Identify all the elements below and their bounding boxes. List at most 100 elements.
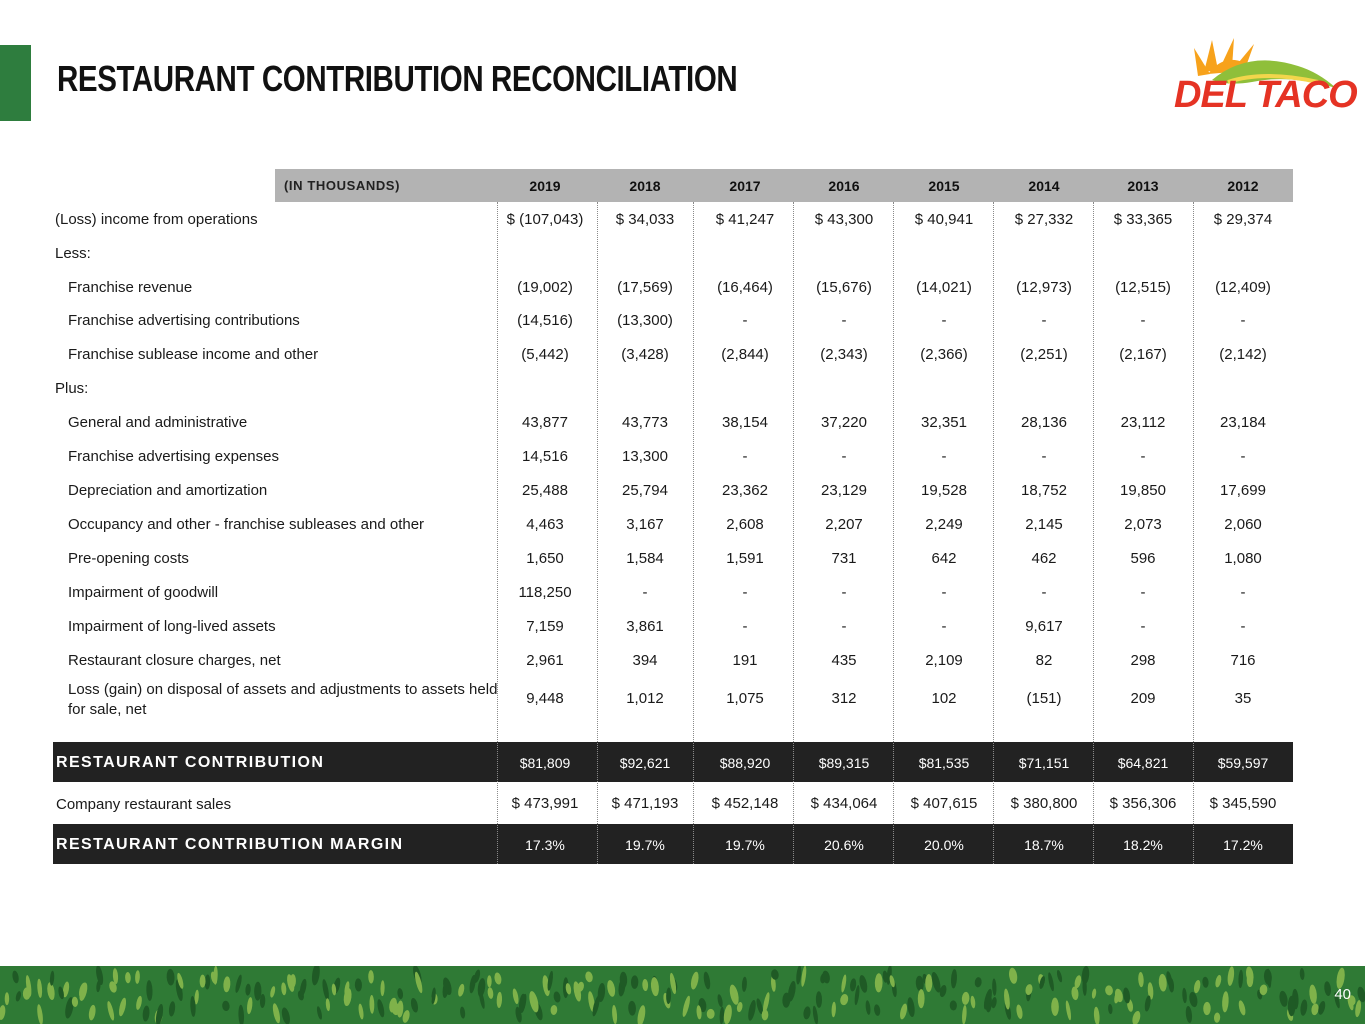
footer-leaf — [874, 1004, 881, 1016]
footer-leaf — [592, 995, 600, 1017]
footer-leaf — [402, 1010, 410, 1023]
column-header-year: 2018 — [629, 178, 661, 194]
footer-leaf — [1114, 990, 1120, 1004]
footer-leaf — [1051, 997, 1059, 1016]
table-cell: 9,617 — [1025, 618, 1063, 635]
table-cell: 35 — [1234, 690, 1252, 707]
footer-leaf — [389, 997, 397, 1013]
contribution-margin-cell: 17.2% — [1223, 837, 1263, 853]
footer-leaf — [859, 975, 868, 993]
footer-leaf — [397, 988, 404, 1000]
contribution-margin-cell: 20.0% — [924, 837, 964, 853]
row-label: Franchise advertising expenses — [68, 448, 279, 465]
company-sales-cell: $ 434,064 — [810, 795, 878, 812]
footer-leaf — [1105, 985, 1113, 996]
table-cell: (14,021) — [916, 279, 972, 296]
table-cell: 312 — [831, 690, 857, 707]
footer-leaf — [458, 983, 465, 997]
restaurant-contribution-cell: $71,151 — [1018, 755, 1070, 771]
footer-leaf — [612, 1005, 618, 1024]
footer-leaf — [1246, 973, 1254, 988]
footer-leaf — [1213, 1012, 1221, 1023]
footer-leaf — [37, 1004, 43, 1024]
footer-leaf — [637, 1005, 646, 1024]
footer-leaf — [771, 975, 776, 992]
row-label: Impairment of goodwill — [68, 584, 219, 601]
row-label: Pre-opening costs — [68, 550, 189, 567]
footer-leaf — [235, 974, 242, 993]
footer-leaf — [518, 993, 526, 1013]
footer-leaf — [96, 966, 104, 986]
footer-leaf — [815, 991, 823, 1008]
footer-leaf — [177, 972, 184, 989]
row-label: Restaurant closure charges, net — [68, 652, 281, 669]
footer-leaf — [368, 970, 374, 984]
footer-leaf — [1238, 1000, 1246, 1016]
restaurant-contribution-cell: $81,535 — [918, 755, 970, 771]
table-cell: - — [1140, 448, 1146, 465]
footer-leaf — [1193, 979, 1201, 994]
table-cell: $ 27,332 — [1014, 211, 1074, 228]
table-cell: 1,075 — [726, 690, 764, 707]
table-cell: (151) — [1026, 690, 1062, 707]
footer-leaf — [487, 975, 492, 988]
footer-leaf — [925, 974, 933, 993]
footer-leaf — [272, 1003, 281, 1024]
footer-leaf — [547, 970, 553, 991]
footer-leaf — [1004, 988, 1010, 1010]
footer-leaf — [210, 971, 218, 985]
footer-leaf — [831, 1001, 836, 1018]
table-cell: 4,463 — [526, 516, 564, 533]
contribution-margin-cell: 17.3% — [525, 837, 565, 853]
footer-leaf — [125, 972, 131, 984]
footer-leaf — [238, 1004, 245, 1024]
footer-leaf — [850, 978, 857, 992]
column-header-year: 2012 — [1227, 178, 1259, 194]
footer-leaf — [1009, 967, 1018, 984]
footer-leaf — [619, 971, 628, 988]
footer-leaf — [854, 985, 860, 1006]
footer-leaf-pattern — [0, 966, 1365, 1024]
table-cell: - — [841, 448, 847, 465]
footer-leaf — [380, 980, 385, 997]
table-cell: - — [941, 312, 947, 329]
footer-leaf — [907, 997, 915, 1018]
footer-leaf — [270, 986, 276, 998]
table-cell: (2,343) — [820, 346, 868, 363]
footer-leaf — [0, 1005, 6, 1020]
footer-leaf — [1263, 969, 1272, 985]
footer-leaf — [1203, 1001, 1211, 1016]
table-cell: (14,516) — [517, 312, 573, 329]
table-cell: 394 — [632, 652, 658, 669]
footer-leaf — [65, 997, 74, 1019]
footer-leaf — [529, 991, 539, 1013]
table-cell: 191 — [732, 652, 758, 669]
footer-leaf — [1039, 975, 1046, 989]
table-cell: (19,002) — [517, 279, 573, 296]
table-cell: 716 — [1230, 652, 1256, 669]
footer-leaf — [142, 1005, 150, 1022]
footer-leaf — [78, 982, 87, 998]
column-header-year: 2013 — [1127, 178, 1159, 194]
footer-leaf — [62, 981, 70, 998]
footer-leaf — [1222, 991, 1229, 1013]
table-cell: - — [841, 584, 847, 601]
table-cell: 2,073 — [1124, 516, 1162, 533]
column-header-year: 2015 — [928, 178, 960, 194]
footer-leaf — [487, 987, 494, 999]
footer-leaf — [796, 966, 802, 985]
table-cell: (3,428) — [621, 346, 669, 363]
table-cell: 298 — [1130, 652, 1156, 669]
restaurant-contribution-cell: $88,920 — [719, 755, 771, 771]
table-cell: $ 41,247 — [715, 211, 775, 228]
footer-leaf — [166, 968, 175, 986]
footer-leaf — [325, 998, 331, 1012]
company-sales-label: Company restaurant sales — [56, 796, 232, 813]
footer-leaf — [109, 981, 117, 993]
footer-leaf — [573, 981, 582, 1002]
table-cell: 25,488 — [522, 482, 568, 499]
footer-leaf — [782, 992, 791, 1008]
table-cell: 23,362 — [722, 482, 768, 499]
company-sales-cell: $ 380,800 — [1010, 795, 1078, 812]
